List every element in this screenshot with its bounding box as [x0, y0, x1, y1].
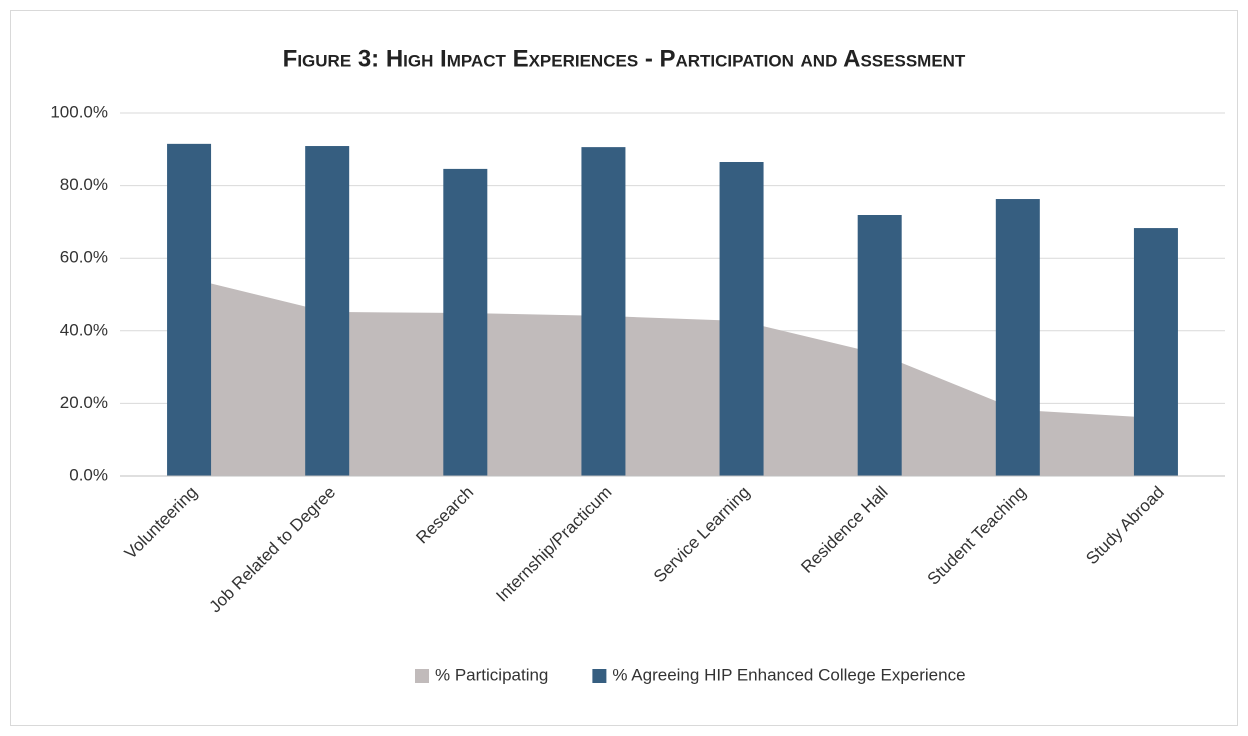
bar [305, 146, 350, 476]
area [189, 278, 1156, 476]
legend-swatch [592, 669, 607, 683]
legend-label: % Agreeing HIP Enhanced College Experien… [612, 665, 965, 684]
legend-label: % Participating [435, 665, 548, 684]
y-tick-label: 40.0% [60, 320, 108, 339]
bar [719, 162, 764, 476]
bar [443, 168, 488, 477]
y-tick-label: 0.0% [69, 465, 108, 484]
chart-title: Figure 3: High Impact Experiences - Part… [283, 45, 966, 72]
bar [1133, 228, 1178, 476]
legend-swatch [415, 669, 429, 683]
bar [857, 215, 902, 477]
bar [995, 199, 1040, 476]
y-tick-label: 100.0% [50, 102, 108, 121]
bar [581, 147, 626, 476]
bar [167, 143, 212, 477]
y-tick-label: 20.0% [60, 393, 108, 412]
y-tick-label: 80.0% [60, 175, 108, 194]
y-tick-label: 60.0% [60, 248, 108, 267]
